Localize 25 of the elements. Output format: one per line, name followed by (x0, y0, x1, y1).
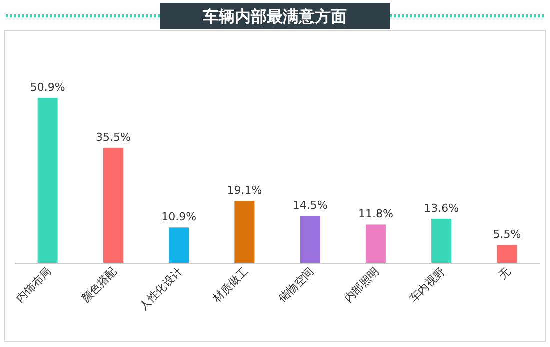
x-tick-label: 储物空间 (276, 264, 316, 306)
x-tick-label: 车内视野 (407, 264, 448, 306)
data-label: 5.5% (493, 228, 522, 242)
bar (169, 228, 190, 263)
bar (366, 224, 386, 263)
data-label: 35.5% (96, 130, 131, 144)
bar (497, 245, 518, 263)
data-label: 50.9% (30, 81, 66, 94)
x-tick-label: 颜色搭配 (79, 264, 120, 306)
bar (234, 201, 255, 263)
bar (38, 98, 58, 263)
data-label: 14.5% (292, 198, 328, 212)
x-tick-label: 人性化设计 (137, 264, 186, 314)
x-tick-label: 内部照明 (342, 264, 382, 306)
chart-title: 车辆内部最满意方面 (202, 7, 347, 26)
bar (432, 218, 452, 263)
data-label: 10.9% (162, 210, 197, 224)
x-tick-label: 内饰布局 (14, 264, 54, 306)
x-tick-label: 无 (496, 264, 514, 282)
bar (103, 148, 124, 263)
data-label: 13.6% (424, 202, 460, 215)
data-label: 11.8% (358, 208, 394, 221)
data-label: 19.1% (227, 184, 262, 198)
bar (300, 216, 320, 263)
x-tick-label: 材质做工 (210, 264, 251, 306)
